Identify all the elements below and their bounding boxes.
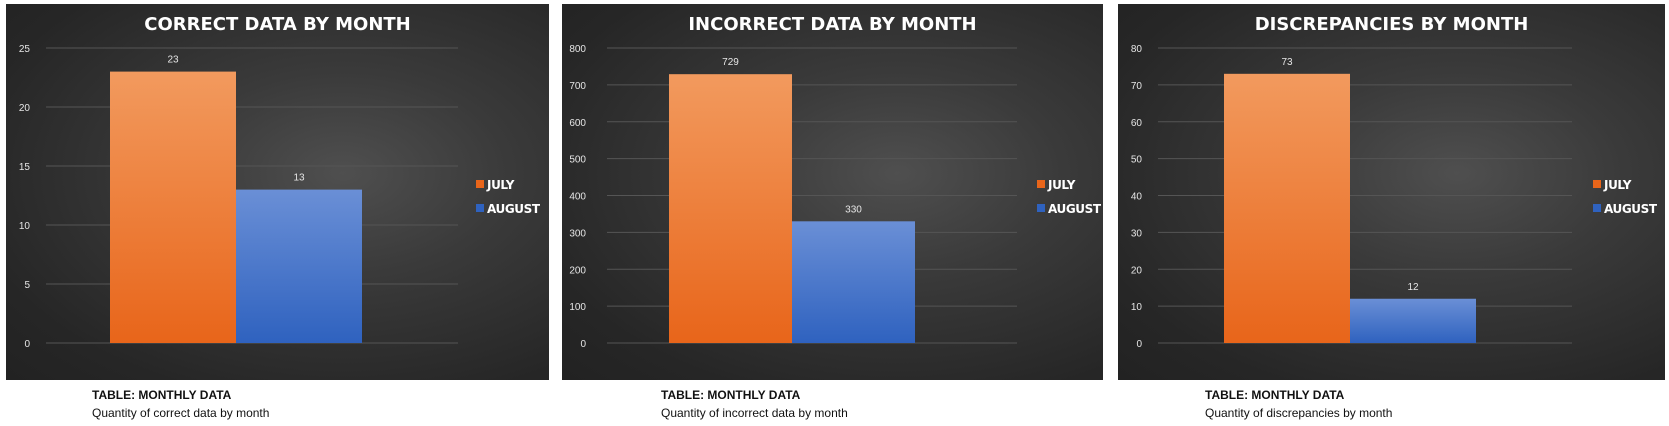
legend-label: JULY: [486, 178, 515, 192]
chart-caption-discrepancies: TABLE: MONTHLY DATA Quantity of discrepa…: [1205, 388, 1392, 420]
y-tick-label: 600: [569, 118, 586, 129]
legend-label: JULY: [1047, 178, 1076, 192]
y-tick-label: 10: [1131, 302, 1143, 313]
y-tick-label: 400: [569, 192, 586, 203]
data-label: 12: [1407, 282, 1419, 293]
y-tick-label: 20: [19, 103, 31, 114]
y-tick-label: 5: [24, 280, 30, 291]
legend-label: AUGUST: [487, 202, 541, 216]
y-tick-label: 70: [1131, 81, 1143, 92]
legend-label: AUGUST: [1604, 202, 1658, 216]
bar-chart-incorrect: INCORRECT DATA BY MONTH 0 100 200 300 400 500 6…: [569, 14, 1102, 350]
y-tick-label: 20: [1131, 265, 1143, 276]
bar-july: [1224, 73, 1350, 343]
y-tick-label: 30: [1131, 228, 1143, 239]
y-tick-label: 25: [19, 44, 31, 55]
y-tick-label: 60: [1131, 118, 1143, 129]
legend-swatch: [1037, 204, 1045, 212]
bar-august: [792, 221, 915, 343]
chart-area-correct: CORRECT DATA BY MONTH 0 5 10 15 20 25 23 13 JULY A…: [6, 4, 549, 380]
legend-swatch: [1037, 180, 1045, 188]
legend-swatch: [1593, 180, 1601, 188]
y-tick-label: 40: [1131, 192, 1143, 203]
data-label: 73: [1281, 57, 1293, 68]
y-tick-label: 0: [24, 339, 30, 350]
bar-august: [1350, 298, 1476, 343]
y-tick-label: 10: [19, 221, 31, 232]
caption-title: TABLE: MONTHLY DATA: [661, 388, 801, 402]
chart-area-discrepancies: DISCREPANCIES BY MONTH 0 10 20 30 40 50 60 70 80 7…: [1118, 4, 1665, 380]
y-tick-label: 50: [1131, 155, 1143, 166]
y-tick-label: 0: [1136, 339, 1142, 350]
data-label: 330: [845, 204, 862, 215]
chart-panel-incorrect: INCORRECT DATA BY MONTH 0 100 200 300 400 500 6…: [562, 4, 1103, 380]
chart-caption-correct: TABLE: MONTHLY DATA Quantity of correct …: [92, 388, 269, 420]
data-label: 13: [293, 173, 305, 184]
chart-panel-discrepancies: DISCREPANCIES BY MONTH 0 10 20 30 40 50 60 70 80 7…: [1118, 4, 1665, 380]
legend-label: JULY: [1603, 178, 1632, 192]
bar-july: [110, 71, 236, 343]
chart-caption-incorrect: TABLE: MONTHLY DATA Quantity of incorrec…: [661, 388, 848, 420]
bar-august: [236, 189, 362, 343]
y-tick-label: 0: [580, 339, 586, 350]
y-tick-label: 500: [569, 155, 586, 166]
data-label: 729: [722, 57, 739, 68]
y-tick-label: 100: [569, 302, 586, 313]
caption-subtitle: Quantity of correct data by month: [92, 406, 270, 420]
y-tick-label: 300: [569, 228, 586, 239]
bar-chart-correct: CORRECT DATA BY MONTH 0 5 10 15 20 25 23 13 JULY A…: [19, 14, 541, 350]
caption-subtitle: Quantity of discrepancies by month: [1205, 406, 1393, 420]
y-tick-label: 15: [19, 162, 31, 173]
bar-july: [669, 74, 792, 344]
y-tick-label: 80: [1131, 44, 1143, 55]
chart-panel-correct: CORRECT DATA BY MONTH 0 5 10 15 20 25 23 13 JULY A…: [6, 4, 549, 380]
data-label: 23: [167, 55, 179, 66]
legend-swatch: [476, 204, 484, 212]
chart-area-incorrect: INCORRECT DATA BY MONTH 0 100 200 300 400 500 6…: [562, 4, 1103, 380]
caption-subtitle: Quantity of incorrect data by month: [661, 406, 848, 420]
y-tick-label: 800: [569, 44, 586, 55]
legend-label: AUGUST: [1048, 202, 1102, 216]
chart-title: INCORRECT DATA BY MONTH: [688, 14, 976, 35]
legend-swatch: [476, 180, 484, 188]
chart-title: CORRECT DATA BY MONTH: [144, 14, 411, 35]
chart-title: DISCREPANCIES BY MONTH: [1255, 14, 1529, 35]
legend-swatch: [1593, 204, 1601, 212]
caption-title: TABLE: MONTHLY DATA: [1205, 388, 1345, 402]
caption-title: TABLE: MONTHLY DATA: [92, 388, 232, 402]
y-tick-label: 700: [569, 81, 586, 92]
y-tick-label: 200: [569, 265, 586, 276]
bar-chart-discrepancies: DISCREPANCIES BY MONTH 0 10 20 30 40 50 60 70 80 7…: [1131, 14, 1658, 350]
